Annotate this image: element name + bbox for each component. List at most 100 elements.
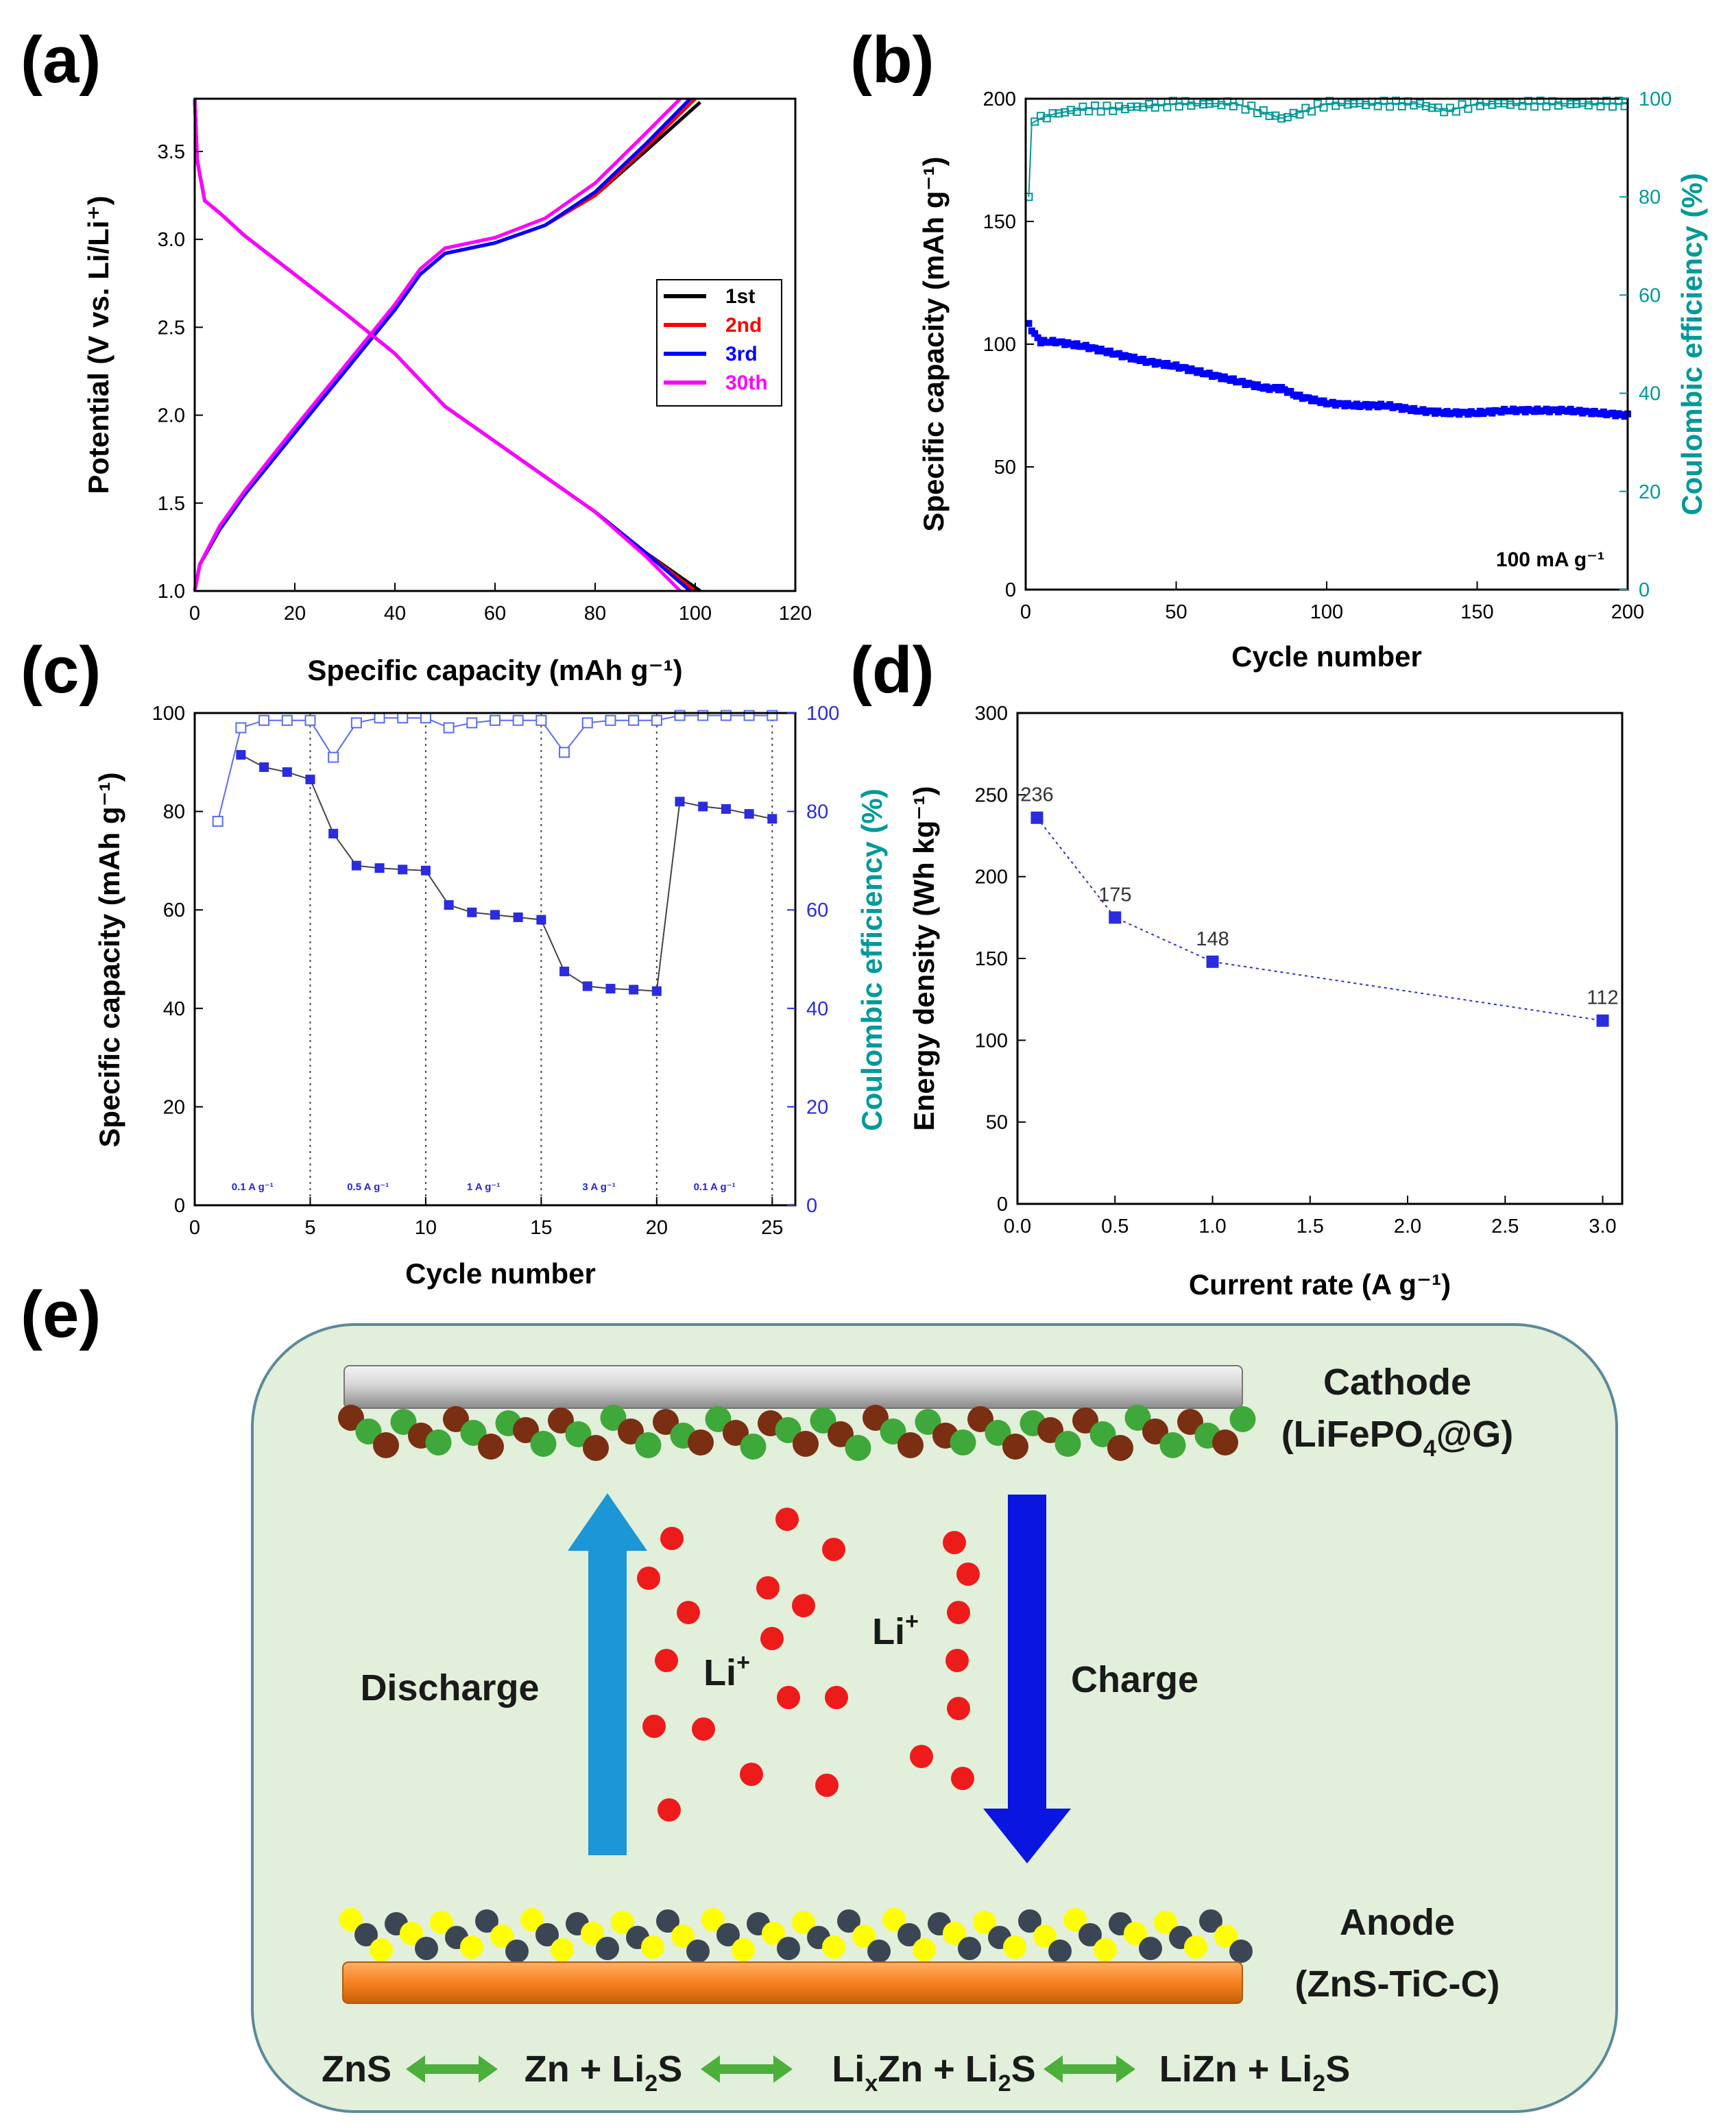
ce-point: [1061, 108, 1070, 117]
anode-particle: [656, 1909, 679, 1933]
cathode-particle: [1002, 1434, 1028, 1460]
ce-point: [350, 717, 362, 729]
chart-a: 0 20 40 60 80 100 120 1.0 1.5 2.0 2.5 3.0 3.5 Specif…: [82, 97, 812, 686]
ce-point: [1126, 102, 1135, 111]
ce-point: [1440, 108, 1449, 117]
ce-point: [1391, 96, 1400, 105]
li-ion: [956, 1562, 980, 1586]
chart-c-ytick-label: 100: [152, 703, 185, 725]
anode-particle: [1018, 1909, 1041, 1933]
ce-point: [1458, 100, 1467, 109]
ce-point: [420, 712, 431, 724]
anode-particle: [762, 1922, 785, 1945]
capacity-point: [328, 828, 339, 838]
chart-b-right-ytick-label: 40: [1639, 383, 1661, 405]
li-ion: [943, 1531, 966, 1554]
energy-point: [1206, 955, 1219, 968]
chart-a-xtick-label: 80: [584, 603, 606, 625]
chart-a-ytick-label: 1.5: [158, 493, 185, 515]
ce-point: [1410, 101, 1419, 110]
chart-c-xtick-label: 10: [415, 1217, 437, 1239]
reaction-arrow-1: [406, 2055, 498, 2083]
capacity-point: [1031, 330, 1039, 337]
reaction-term-3-x: x: [865, 2070, 878, 2097]
capacity-point: [374, 863, 385, 873]
chart-b-ytick-label: 150: [983, 211, 1016, 233]
capacity-point: [420, 865, 431, 875]
anode-particle: [1154, 1911, 1177, 1934]
reaction-term-3-b: Zn + Li: [878, 2049, 998, 2090]
chart-d-xtick-label: 2.5: [1491, 1216, 1519, 1237]
ce-point: [628, 714, 640, 726]
reaction-term-3-a: Li: [832, 2049, 865, 2090]
anode-particle: [520, 1908, 544, 1931]
chart-b-xlabel: Cycle number: [1231, 640, 1422, 673]
chart-a-ytick-label: 2.5: [158, 317, 185, 339]
chart-b-right-ytick-label: 20: [1639, 481, 1661, 503]
reaction-term-4-sub: 2: [1312, 2070, 1325, 2097]
chart-b-right-ytick-label: 60: [1639, 285, 1661, 306]
chart-c-right-ytick-label: 100: [806, 703, 839, 725]
li-ion: [692, 1717, 715, 1741]
ce-point: [1277, 114, 1286, 123]
cathode-particle: [723, 1420, 749, 1446]
anode-particle: [1094, 1938, 1117, 1961]
chart-b-ytick-label: 100: [983, 334, 1016, 356]
cathode-particle: [880, 1418, 906, 1445]
reaction-term-2: Zn + Li2S: [525, 2049, 682, 2097]
energy-point: [1109, 911, 1122, 924]
cathode-particle: [845, 1435, 871, 1461]
chart-a-series: [193, 97, 701, 593]
cathode-particle: [653, 1409, 679, 1435]
li-ion-label-2: Li+: [872, 1608, 919, 1652]
cathode-particle: [1054, 1431, 1081, 1457]
cathode-particle: [618, 1418, 644, 1445]
chart-d-xlabel: Current rate (A g⁻¹): [1189, 1268, 1451, 1301]
panel-label-a: (a): [21, 23, 101, 97]
ce-point: [1343, 100, 1352, 109]
li-ion: [756, 1576, 780, 1599]
ce-point: [1524, 97, 1533, 106]
li-ion: [760, 1627, 784, 1650]
anode-particle: [339, 1908, 363, 1931]
ce-point: [304, 714, 316, 726]
chart-d-ytick-label: 200: [975, 867, 1008, 889]
ce-point: [1307, 107, 1316, 116]
ce-point: [1030, 117, 1039, 126]
reaction-arrow-2: [701, 2055, 793, 2083]
anode-particle: [1214, 1924, 1238, 1948]
chart-c-ticks: 0 5 10 15 20 25 0 20 40 60 80 100 0 20 40 60 80 100: [152, 703, 840, 1239]
capacity-point: [605, 984, 616, 994]
chart-a-xtick-label: 120: [779, 603, 812, 625]
li-ions: [637, 1508, 980, 1822]
legend-30th: 30th: [725, 372, 768, 394]
rate-label: 0.1 A g⁻¹: [694, 1181, 736, 1193]
cathode-particle: [793, 1431, 819, 1457]
chart-d-ytick-label: 150: [975, 948, 1008, 970]
chart-d-frame: [1016, 712, 1624, 1205]
li-ion: [951, 1767, 974, 1790]
chart-a-ytick-label: 3.0: [158, 229, 185, 251]
cathode-particle: [548, 1408, 574, 1434]
energy-data-label: 236: [1020, 784, 1053, 806]
ce-point: [397, 712, 409, 724]
capacity-point: [444, 900, 454, 910]
anode-particle: [460, 1935, 483, 1959]
ce-point: [466, 717, 478, 729]
anode-particle: [1184, 1935, 1207, 1959]
ce-point: [1229, 101, 1238, 110]
li-ion: [740, 1763, 763, 1786]
chart-c-xtick-label: 5: [304, 1217, 315, 1239]
capacity-point: [721, 804, 731, 814]
legend-2nd: 2nd: [725, 314, 762, 337]
ce-point: [1530, 102, 1539, 111]
reaction-arrow-1-shape: [406, 2055, 498, 2083]
cathode-title: Cathode: [1323, 1362, 1471, 1403]
chart-b-right-ytick-label: 100: [1639, 88, 1672, 110]
li-ion: [677, 1601, 700, 1624]
capacity-line: [240, 754, 773, 992]
chart-a-xtick-label: 0: [189, 603, 200, 625]
ce-point: [1566, 99, 1575, 108]
anode-particle: [1124, 1922, 1147, 1945]
